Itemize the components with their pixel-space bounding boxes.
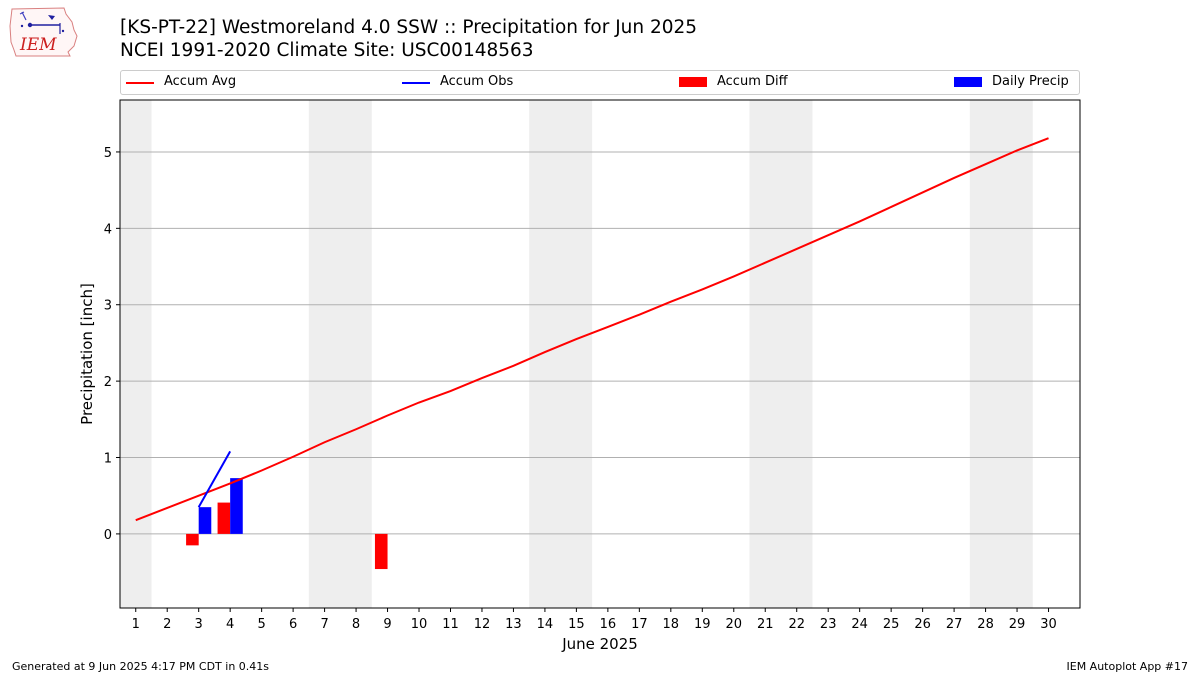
x-tick-label: 24: [851, 617, 868, 632]
y-axis-label: Precipitation [inch]: [78, 283, 96, 425]
x-tick-label: 1: [132, 617, 140, 632]
x-tick-label: 4: [226, 617, 234, 632]
x-axis-label: June 2025: [561, 635, 638, 653]
x-axis-ticks: 1 2 3 4 5 6 7 8 9 10 11 12 13 14 15 16 17 18 19 20 21 22 23 24 2…: [132, 608, 1057, 632]
x-tick-label: 20: [725, 617, 742, 632]
weekend-band: [120, 100, 152, 608]
y-axis-ticks: 0 1 2 3 4 5: [104, 146, 120, 543]
x-tick-label: 14: [537, 617, 554, 632]
y-tick-label: 3: [104, 299, 112, 314]
x-tick-label: 6: [289, 617, 297, 632]
weekend-shading: [120, 100, 1033, 608]
x-tick-label: 8: [352, 617, 360, 632]
x-tick-label: 7: [320, 617, 328, 632]
x-tick-label: 22: [788, 617, 805, 632]
x-tick-label: 29: [1009, 617, 1026, 632]
legend-swatch-accum-obs: [402, 82, 430, 84]
x-tick-label: 30: [1040, 617, 1057, 632]
weekend-band: [969, 100, 1033, 608]
grid-lines: [120, 151, 1080, 535]
y-tick-label: 4: [104, 222, 112, 237]
accum-diff-bar: [186, 533, 199, 546]
iem-iowa-logo-icon: IEM: [9, 7, 78, 57]
daily-precip-bar: [198, 507, 212, 534]
y-tick-label: 2: [104, 375, 112, 390]
y-tick-label: 1: [104, 452, 112, 467]
legend-label-accum-diff: Accum Diff: [717, 74, 788, 89]
x-tick-label: 5: [257, 617, 265, 632]
x-tick-label: 17: [631, 617, 648, 632]
svg-text:IEM: IEM: [19, 35, 57, 55]
x-tick-label: 21: [757, 617, 774, 632]
chart-legend: Accum Avg Accum Obs Accum Diff Daily Pre…: [120, 70, 1080, 95]
legend-swatch-accum-avg: [126, 82, 154, 84]
bars: [186, 478, 388, 570]
x-tick-label: 9: [383, 617, 391, 632]
chart-subtitle: NCEI 1991-2020 Climate Site: USC00148563: [120, 40, 534, 61]
y-tick-label: 5: [104, 146, 112, 161]
x-tick-label: 10: [411, 617, 428, 632]
x-tick-label: 18: [663, 617, 680, 632]
x-tick-label: 28: [977, 617, 994, 632]
x-tick-label: 26: [914, 617, 931, 632]
x-tick-label: 2: [163, 617, 171, 632]
x-tick-label: 16: [600, 617, 617, 632]
accum-diff-bar: [217, 502, 231, 534]
x-tick-label: 19: [694, 617, 711, 632]
iem-logo: IEM: [8, 6, 80, 62]
legend-label-daily-precip: Daily Precip: [992, 74, 1069, 89]
x-tick-label: 13: [505, 617, 522, 632]
x-tick-label: 23: [820, 617, 837, 632]
x-tick-label: 12: [474, 617, 491, 632]
weekend-band: [308, 100, 372, 608]
chart-title: [KS-PT-22] Westmoreland 4.0 SSW :: Preci…: [120, 17, 698, 38]
legend-label-accum-avg: Accum Avg: [164, 74, 237, 89]
x-tick-label: 25: [883, 617, 900, 632]
legend-swatch-accum-diff: [679, 77, 707, 87]
weekend-band: [749, 100, 813, 608]
y-tick-label: 0: [104, 528, 112, 543]
legend-swatch-daily-precip: [954, 77, 982, 87]
accum-avg-line: [135, 137, 1049, 522]
x-tick-label: 15: [568, 617, 585, 632]
x-tick-label: 27: [946, 617, 963, 632]
daily-precip-bar: [230, 478, 243, 534]
lines: [135, 137, 1049, 522]
accum-diff-bar: [374, 533, 388, 570]
legend-label-accum-obs: Accum Obs: [440, 74, 514, 89]
accum-obs-line: [197, 450, 232, 508]
x-tick-label: 3: [195, 617, 203, 632]
x-tick-label: 11: [442, 617, 459, 632]
plot-frame: [119, 99, 1081, 609]
app-footer: IEM Autoplot App #17: [1066, 660, 1189, 673]
generated-footer: Generated at 9 Jun 2025 4:17 PM CDT in 0…: [12, 660, 270, 673]
